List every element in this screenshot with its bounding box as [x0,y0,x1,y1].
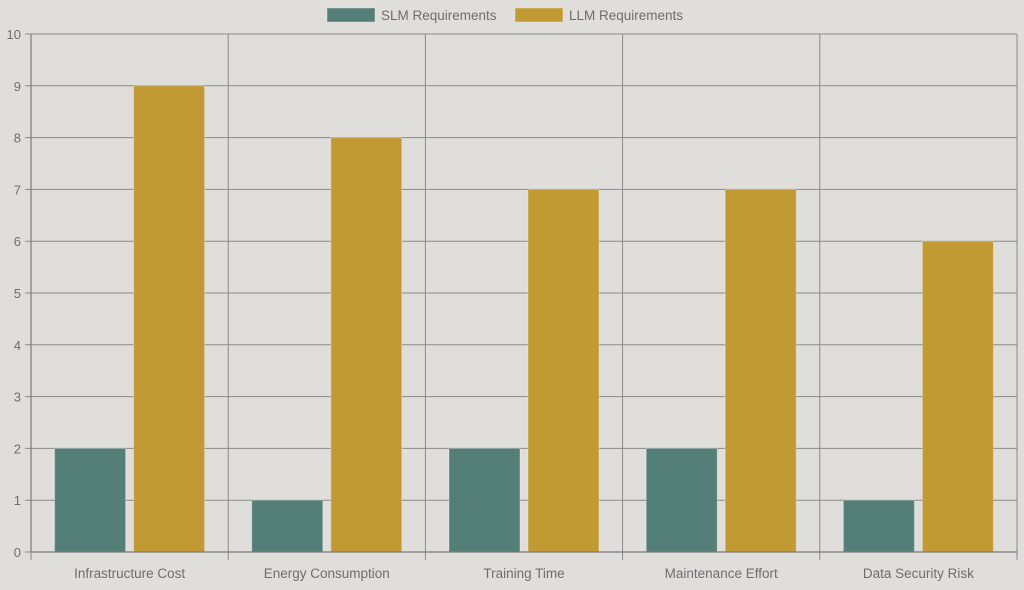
x-tick-label: Infrastructure Cost [74,566,185,581]
y-tick-label: 6 [14,234,21,249]
legend[interactable]: SLM Requirements LLM Requirements [326,7,683,23]
y-tick-label: 5 [14,286,21,301]
y-tick-label: 9 [14,79,21,94]
legend-item-llm[interactable]: LLM Requirements [514,7,683,23]
legend-label[interactable]: SLM Requirements [381,8,497,23]
bar-slm [54,447,127,553]
y-tick-label: 4 [14,338,21,353]
bar-slm [645,447,718,553]
y-tick-label: 0 [14,545,21,560]
y-tick-label: 1 [14,493,21,508]
bar-llm [724,188,797,553]
y-tick-label: 7 [14,182,21,197]
bar-slm [448,447,521,553]
legend-swatch[interactable] [514,7,564,23]
legend-item-slm[interactable]: SLM Requirements [326,7,497,23]
axes: 0 1 2 3 4 5 6 7 8 9 10 Infrastructure Cost Energy Co… [7,27,1017,581]
y-tick-label: 3 [14,390,21,405]
bar-llm [921,240,994,553]
bar-llm [330,137,403,553]
bars [54,85,994,553]
legend-label[interactable]: LLM Requirements [569,8,683,23]
x-tick-label: Maintenance Effort [665,566,778,581]
y-tick-label: 10 [7,27,21,42]
y-tick-label: 2 [14,441,21,456]
x-tick-label: Training Time [483,566,564,581]
bar-llm [133,85,206,553]
legend-swatch[interactable] [326,7,376,23]
bar-slm [842,499,915,553]
x-tick-label: Energy Consumption [264,566,390,581]
bar-llm [527,188,600,553]
x-tick-label: Data Security Risk [863,566,974,581]
y-tick-label: 8 [14,131,21,146]
bar-slm [251,499,324,553]
